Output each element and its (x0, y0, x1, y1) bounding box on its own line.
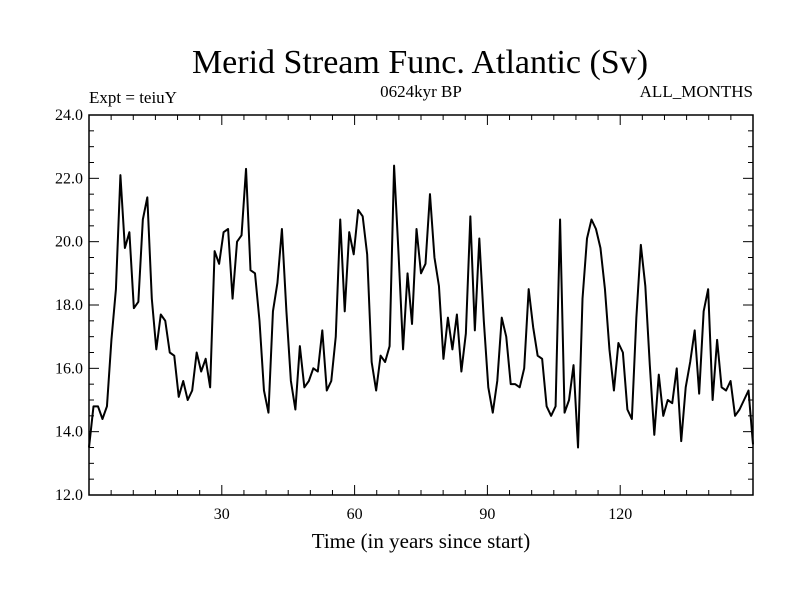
y-tick-label: 14.0 (55, 424, 83, 441)
plot-frame (88, 114, 754, 496)
y-tick-label: 20.0 (55, 234, 83, 251)
y-tick-label: 18.0 (55, 297, 83, 314)
chart-subtitle: 0624kyr BP (380, 82, 462, 101)
x-tick-label: 90 (479, 506, 495, 523)
y-tick-label: 16.0 (55, 360, 83, 377)
plot-area: 30 60 90 120 12.0 14.0 16.0 18.0 20.0 22.0 24.0 (55, 107, 754, 523)
y-tick-label: 22.0 (55, 170, 83, 187)
y-tick-label: 12.0 (55, 487, 83, 504)
y-tick-label: 24.0 (55, 107, 83, 124)
experiment-label: Expt = teiuY (89, 88, 177, 107)
chart-title: Merid Stream Func. Atlantic (Sv) (192, 44, 648, 81)
x-tick-label: 60 (347, 506, 363, 523)
series-line (88, 164, 754, 449)
months-label: ALL_MONTHS (640, 82, 753, 101)
x-tick-label: 30 (214, 506, 230, 523)
x-axis-label: Time (in years since start) (312, 529, 531, 553)
x-tick-label: 120 (608, 506, 632, 523)
